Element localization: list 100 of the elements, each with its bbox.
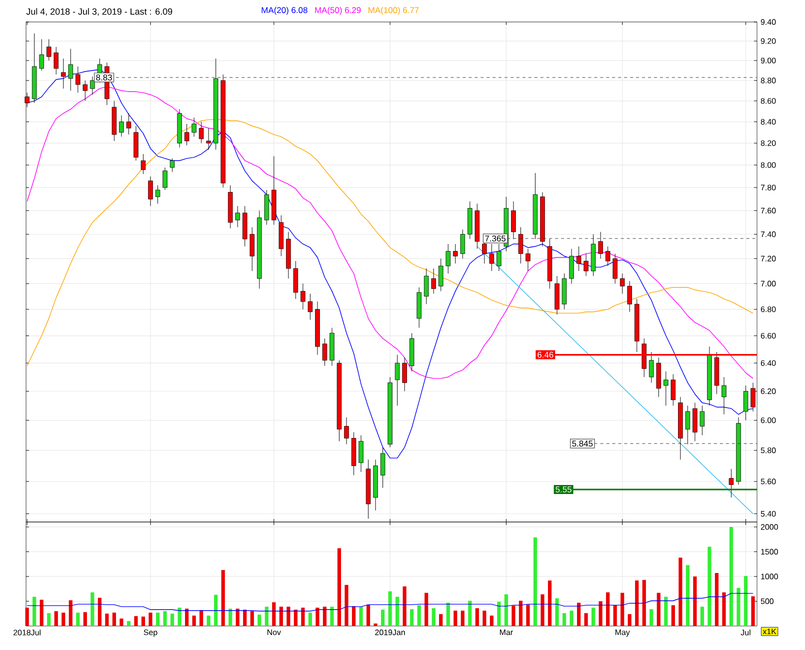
candlestick: [664, 371, 668, 406]
bar: [279, 606, 283, 626]
candlestick: [46, 38, 52, 61]
bar: [25, 608, 29, 626]
bar: [439, 614, 443, 626]
candlestick: [206, 128, 211, 150]
bar: [642, 580, 646, 626]
text: MA(100) 6.77: [368, 6, 419, 15]
candlestick: [82, 80, 88, 102]
bar: [714, 573, 719, 626]
bar: [576, 602, 581, 626]
bar: [148, 612, 152, 626]
bar: [497, 602, 501, 626]
bar: [243, 610, 247, 626]
bar: [54, 611, 58, 626]
bar: [272, 602, 276, 626]
bar: [141, 616, 146, 626]
candlestick: [620, 273, 625, 294]
bar: [206, 616, 210, 626]
ref-line-label: 7.365: [485, 235, 506, 242]
chart-title: Jul 4, 2018 - Jul 3, 2019 - Last : 6.09: [26, 8, 172, 16]
candlestick: [438, 258, 444, 292]
bar: [184, 608, 189, 626]
bar: [512, 606, 516, 626]
text: MA(50) 6.29: [315, 6, 361, 15]
candlestick: [119, 115, 124, 137]
bar: [606, 592, 610, 626]
candlestick: [584, 253, 588, 276]
bar: [264, 606, 268, 626]
bar: [613, 605, 617, 626]
bar: [570, 610, 574, 626]
bar: [308, 612, 312, 626]
ref-line-label: 5.845: [572, 440, 593, 447]
candlestick: [358, 434, 364, 472]
candlestick: [300, 283, 306, 310]
bar: [424, 592, 428, 626]
bar: [460, 610, 464, 626]
candlestick: [424, 268, 429, 304]
bar: [40, 600, 44, 626]
bar: [736, 588, 740, 626]
ref-line-label: 6.46: [538, 352, 554, 358]
bar: [90, 592, 94, 626]
bar: [68, 600, 72, 626]
candlestick: [627, 280, 632, 312]
bar: [722, 592, 726, 626]
bar: [518, 600, 523, 626]
bar: [112, 612, 116, 626]
candlestick: [700, 405, 705, 436]
candlestick: [446, 244, 451, 274]
bar: [163, 611, 167, 626]
bar: [475, 608, 479, 626]
bar: [105, 614, 109, 626]
candlestick: [54, 46, 59, 75]
bar: [548, 580, 552, 626]
bar: [555, 598, 559, 626]
bar: [584, 613, 588, 626]
candlestick: [605, 246, 610, 266]
bar: [214, 594, 218, 626]
candlestick: [569, 248, 574, 284]
candlestick: [453, 244, 458, 264]
bar: [396, 596, 400, 626]
bar: [454, 610, 458, 626]
candlestick: [344, 417, 349, 445]
candlestick: [518, 226, 524, 264]
candlestick: [460, 229, 466, 259]
bar: [221, 570, 225, 626]
bar: [671, 605, 675, 626]
bar: [744, 576, 748, 626]
bar: [47, 613, 51, 626]
candlestick: [489, 244, 494, 272]
candlestick: [692, 402, 698, 442]
bar: [650, 609, 654, 626]
bar: [83, 612, 87, 626]
bar: [236, 608, 240, 626]
bar: [380, 610, 385, 626]
bar: [526, 604, 530, 626]
bar: [200, 610, 204, 626]
bar: [402, 586, 406, 626]
bar: [170, 614, 174, 626]
bar: [330, 606, 334, 626]
bar: [678, 558, 682, 626]
candlestick: [431, 268, 436, 294]
bar: [592, 608, 596, 626]
bar: [344, 584, 348, 626]
bar: [446, 602, 450, 626]
bar: [120, 618, 124, 626]
bar: [156, 612, 160, 626]
bar: [540, 594, 544, 626]
candlestick: [162, 167, 168, 190]
bar: [664, 596, 668, 626]
candlestick: [576, 246, 582, 272]
bar: [417, 605, 421, 626]
bar: [388, 591, 392, 626]
candlestick: [39, 38, 44, 71]
candlestick: [308, 293, 313, 320]
bar: [693, 576, 697, 626]
candlestick: [192, 117, 196, 137]
ref-line-label: 8.83: [96, 74, 112, 80]
bar: [126, 621, 131, 626]
candlestick: [402, 357, 407, 392]
